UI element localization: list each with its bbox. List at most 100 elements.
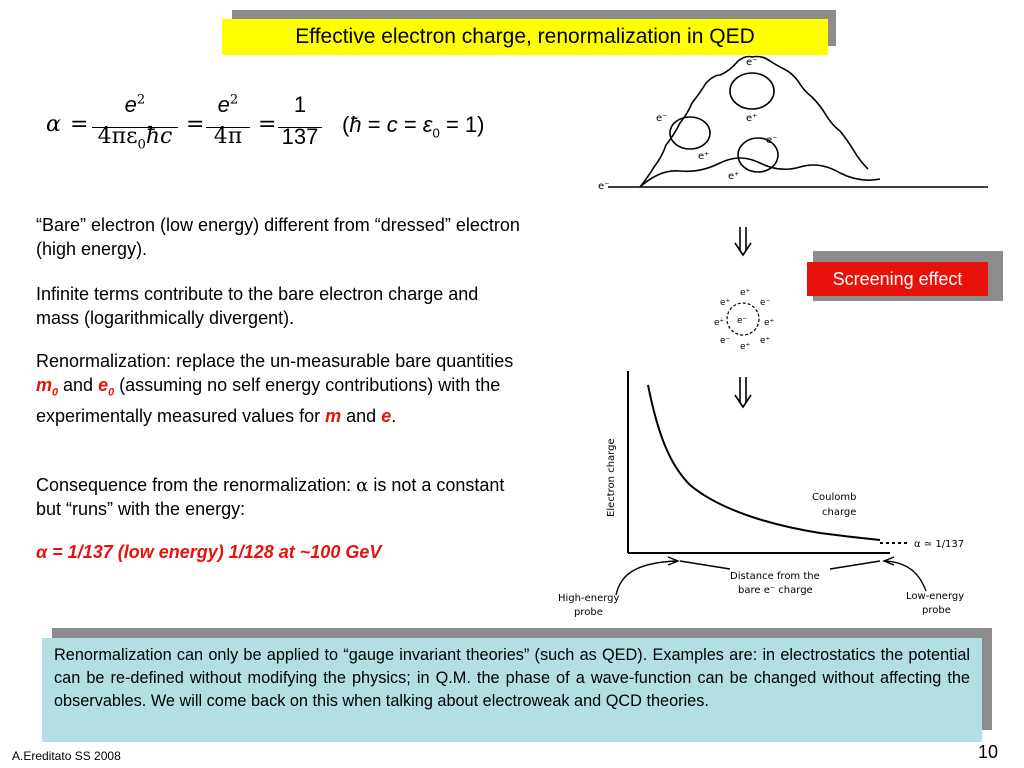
alpha-inline: α [356, 475, 369, 496]
gauge-invariance-note: Renormalization can only be applied to “… [42, 638, 982, 742]
fraction-e2-over-4pi-eps0-hbar-c: e2 4πε0ħc [92, 92, 178, 152]
frac2-bar [206, 127, 250, 128]
feynman-labels: e⁻ e⁻ e⁺ e⁺ e⁻ e⁺ e⁻ [598, 57, 777, 192]
cloud-e-plus-5: e⁺ [740, 342, 751, 352]
charge-label: charge [822, 507, 856, 518]
alpha-symbol: α [46, 112, 61, 137]
high-energy-label-2: probe [574, 607, 603, 618]
frac1-den-tail: ħc [145, 124, 173, 149]
e0-symbol: e [98, 374, 109, 395]
page-number: 10 [978, 742, 999, 762]
frac1-denominator: 4πε [97, 124, 138, 149]
frac2-denominator: 4π [213, 124, 243, 149]
label-e-plus-mid: e⁺ [746, 113, 757, 124]
label-e-minus-top: e⁻ [746, 57, 757, 68]
high-energy-arrow [615, 560, 677, 596]
frac2-num-sup: 2 [229, 92, 239, 108]
cloud-center-e-minus: e⁻ [737, 316, 748, 326]
frac1-num-sup: 2 [136, 92, 146, 108]
photon-wavy-line [639, 55, 869, 188]
natural-units-note: (ħ = c = ε0 = 1) [342, 112, 484, 140]
equals-sign-3: = [258, 112, 277, 137]
screening-cloud: e⁻ e⁺ e⁺ e⁻ e⁺ e⁺ e⁻ e⁺ e⁺ [714, 288, 775, 352]
charge-vs-distance-plot: Electron charge Coulomb charge α ≃ 1/137… [558, 371, 964, 618]
distance-label-2: bare e⁻ charge [738, 585, 813, 596]
plot-ylabel: Electron charge [606, 438, 617, 517]
equals-sign: = [70, 112, 89, 137]
frac3-bar [278, 127, 322, 128]
photon-wavy-inner [639, 157, 881, 188]
double-arrow-1 [734, 227, 752, 257]
alpha-formula: α = e2 4πε0ħc = e2 4π = 1 137 (ħ = c = ε… [46, 92, 484, 162]
m-symbol: m [325, 405, 342, 426]
cloud-e-minus-1: e⁻ [760, 298, 771, 308]
double-arrow-2 [734, 377, 752, 409]
epsilon-sub: 0 [432, 125, 440, 141]
high-energy-label-1: High-energy [558, 593, 620, 604]
alpha-asymptote-label: α ≃ 1/137 [914, 539, 964, 550]
p4-text-a: Consequence from the renormalization: [36, 475, 357, 495]
frac1-den-sub: 0 [137, 137, 146, 153]
m0-symbol: m [36, 374, 53, 395]
note-one: 1) [464, 112, 485, 137]
frac3-numerator: 1 [293, 92, 307, 117]
p4-text-b: is not a constant but “runs” with the en… [36, 475, 505, 519]
epsilon: ε [422, 112, 433, 137]
p3-and-2: and [341, 405, 382, 426]
slide-title: Effective electron charge, renormalizati… [222, 19, 828, 55]
c-symbol: c [386, 112, 398, 137]
low-energy-label-1: Low-energy [906, 591, 964, 602]
frac1-bar [92, 127, 178, 128]
cloud-e-plus-4: e⁺ [764, 318, 775, 328]
e0-sub: 0 [108, 386, 115, 399]
loop-2 [729, 72, 775, 110]
cloud-e-plus-6: e⁺ [760, 336, 771, 346]
frac3-denominator: 137 [281, 124, 319, 149]
p3-end: . [391, 405, 397, 426]
label-e-minus-right: e⁻ [766, 135, 777, 146]
paragraph-infinite-terms: Infinite terms contribute to the bare el… [36, 284, 479, 328]
distance-label-1: Distance from the [730, 571, 820, 582]
charge-curve [647, 384, 881, 541]
paragraph-renormalization: Renormalization: replace the un-measurab… [36, 350, 522, 428]
distance-arrow-left [679, 560, 731, 570]
label-e-minus-left: e⁻ [656, 113, 667, 124]
cloud-e-plus-2: e⁺ [740, 288, 751, 298]
p3-text-a: Renormalization: replace the un-measurab… [36, 351, 514, 371]
low-energy-arrow [885, 560, 927, 592]
label-e-minus-line: e⁻ [598, 181, 609, 192]
label-e-plus-bottom: e⁺ [728, 171, 739, 182]
p3-text-b: (assuming no self energy contributions) … [36, 374, 501, 426]
low-energy-arrowhead [882, 556, 895, 566]
equals-sign-2: = [186, 112, 205, 137]
distance-arrow-right [829, 560, 881, 570]
paragraph-bare-vs-dressed: “Bare” electron (low energy) different f… [36, 215, 520, 259]
note-eq3: = [445, 112, 459, 137]
p3-and-1: and [58, 374, 99, 395]
paragraph-consequence: Consequence from the renormalization: α … [36, 474, 522, 521]
loop-3 [737, 137, 779, 173]
feynman-diagram [608, 55, 988, 188]
low-energy-label-2: probe [922, 605, 951, 616]
hbar: ħ [349, 112, 362, 137]
frac2-numerator: e [217, 92, 230, 117]
frac1-numerator: e [124, 92, 137, 117]
paren-open: ( [342, 112, 350, 137]
e-symbol: e [381, 405, 392, 426]
label-e-plus-left: e⁺ [698, 151, 709, 162]
qed-diagram: e⁻ e⁻ e⁺ e⁺ e⁻ e⁺ e⁻ e⁻ e⁺ e⁺ e⁻ e⁺ e⁺ e… [558, 55, 988, 618]
cloud-e-minus-2: e⁻ [720, 336, 731, 346]
coulomb-label: Coulomb [812, 492, 856, 503]
high-energy-arrowhead [667, 556, 680, 566]
note-eq1: = [367, 112, 381, 137]
note-eq2: = [403, 112, 417, 137]
cloud-e-plus-1: e⁺ [720, 298, 731, 308]
fraction-1-over-137: 1 137 [278, 92, 322, 150]
running-alpha-values: α = 1/137 (low energy) 1/128 at ~100 GeV [36, 542, 382, 562]
fraction-e2-over-4pi: e2 4π [206, 92, 250, 149]
screening-effect-label: Screening effect [807, 262, 988, 296]
cloud-e-plus-3: e⁺ [714, 318, 725, 328]
loop-1 [669, 116, 711, 150]
m0-sub: 0 [52, 386, 59, 399]
footer-author: A.Ereditato SS 2008 [12, 749, 121, 763]
